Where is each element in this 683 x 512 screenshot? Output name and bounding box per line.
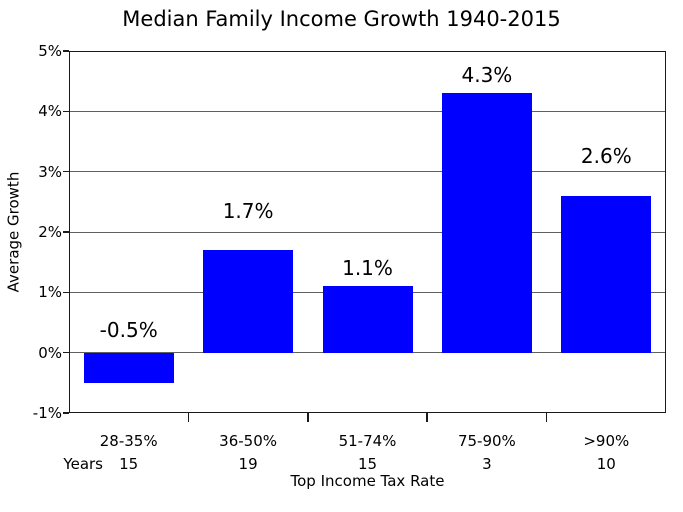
bar [561,195,652,353]
y-tick-mark [63,291,69,294]
y-tick-mark [63,110,69,113]
y-tick-label: 2% [38,223,62,241]
years-value: 15 [357,455,378,473]
gridline [69,352,666,354]
y-tick-label: 4% [38,102,62,121]
y-tick-mark [63,231,69,233]
x-tick-category-label: >90% [583,432,630,450]
y-tick-label: -1% [32,404,62,422]
years-row-label: Years [63,455,103,473]
x-tick-category-label: 28-35% [99,432,158,450]
bar [322,286,413,353]
x-tick-category-label: 51-74% [338,432,397,450]
bar [441,93,532,353]
bar [203,250,294,353]
chart-title: Median Family Income Growth 1940-2015 [122,7,561,31]
bar-value-label: 1.1% [342,256,393,280]
y-tick-label: 5% [38,42,62,60]
y-tick-mark [63,170,69,173]
x-axis-title: Top Income Tax Rate [290,472,445,490]
y-tick-label: 3% [38,162,62,181]
y-tick-label: 0% [38,343,62,362]
bar-value-label: -0.5% [99,318,158,342]
years-value: 10 [596,455,616,473]
bar-value-label: 2.6% [580,144,632,168]
bar-value-label: 1.7% [222,199,274,223]
bar-value-label: 4.3% [461,63,513,87]
gridline [69,110,666,112]
gridline [69,231,666,233]
years-value: 3 [482,455,492,473]
x-tick-mark [307,413,309,422]
x-tick-mark [545,413,548,422]
y-tick-label: 1% [38,283,62,302]
gridline [69,171,666,173]
x-tick-mark [187,413,190,422]
years-value: 15 [119,455,139,473]
bar [83,352,174,383]
y-tick-mark [63,351,69,354]
x-tick-mark [426,413,428,422]
x-tick-category-label: 36-50% [219,432,278,450]
y-tick-mark [63,50,69,52]
x-tick-category-label: 75-90% [457,432,516,450]
years-value: 19 [238,455,258,473]
y-tick-mark [63,412,69,414]
